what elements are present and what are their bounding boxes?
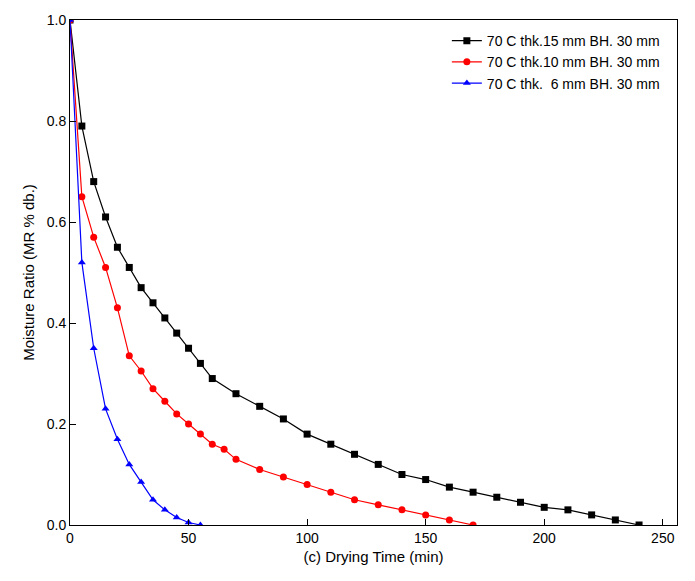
svg-text:0.6: 0.6 bbox=[47, 214, 67, 230]
svg-text:150: 150 bbox=[414, 530, 438, 546]
svg-text:(c) Drying Time (min): (c) Drying Time (min) bbox=[303, 548, 443, 565]
svg-text:70 C thk. 6 mm BH. 30 mm: 70 C thk. 6 mm BH. 30 mm bbox=[487, 76, 660, 92]
svg-text:0.2: 0.2 bbox=[47, 416, 67, 432]
svg-text:Moisture Ratio (MR % db.): Moisture Ratio (MR % db.) bbox=[20, 184, 37, 361]
svg-text:0.4: 0.4 bbox=[47, 315, 67, 331]
svg-text:1.0: 1.0 bbox=[47, 12, 67, 28]
svg-text:200: 200 bbox=[533, 530, 557, 546]
svg-text:0: 0 bbox=[66, 530, 74, 546]
svg-text:70 C thk.15 mm BH. 30 mm: 70 C thk.15 mm BH. 30 mm bbox=[487, 33, 660, 49]
svg-text:70 C thk.10 mm BH. 30 mm: 70 C thk.10 mm BH. 30 mm bbox=[487, 54, 660, 70]
svg-text:0.8: 0.8 bbox=[47, 113, 67, 129]
svg-text:250: 250 bbox=[651, 530, 675, 546]
svg-text:100: 100 bbox=[295, 530, 319, 546]
svg-text:50: 50 bbox=[181, 530, 197, 546]
svg-text:0.0: 0.0 bbox=[47, 517, 67, 533]
